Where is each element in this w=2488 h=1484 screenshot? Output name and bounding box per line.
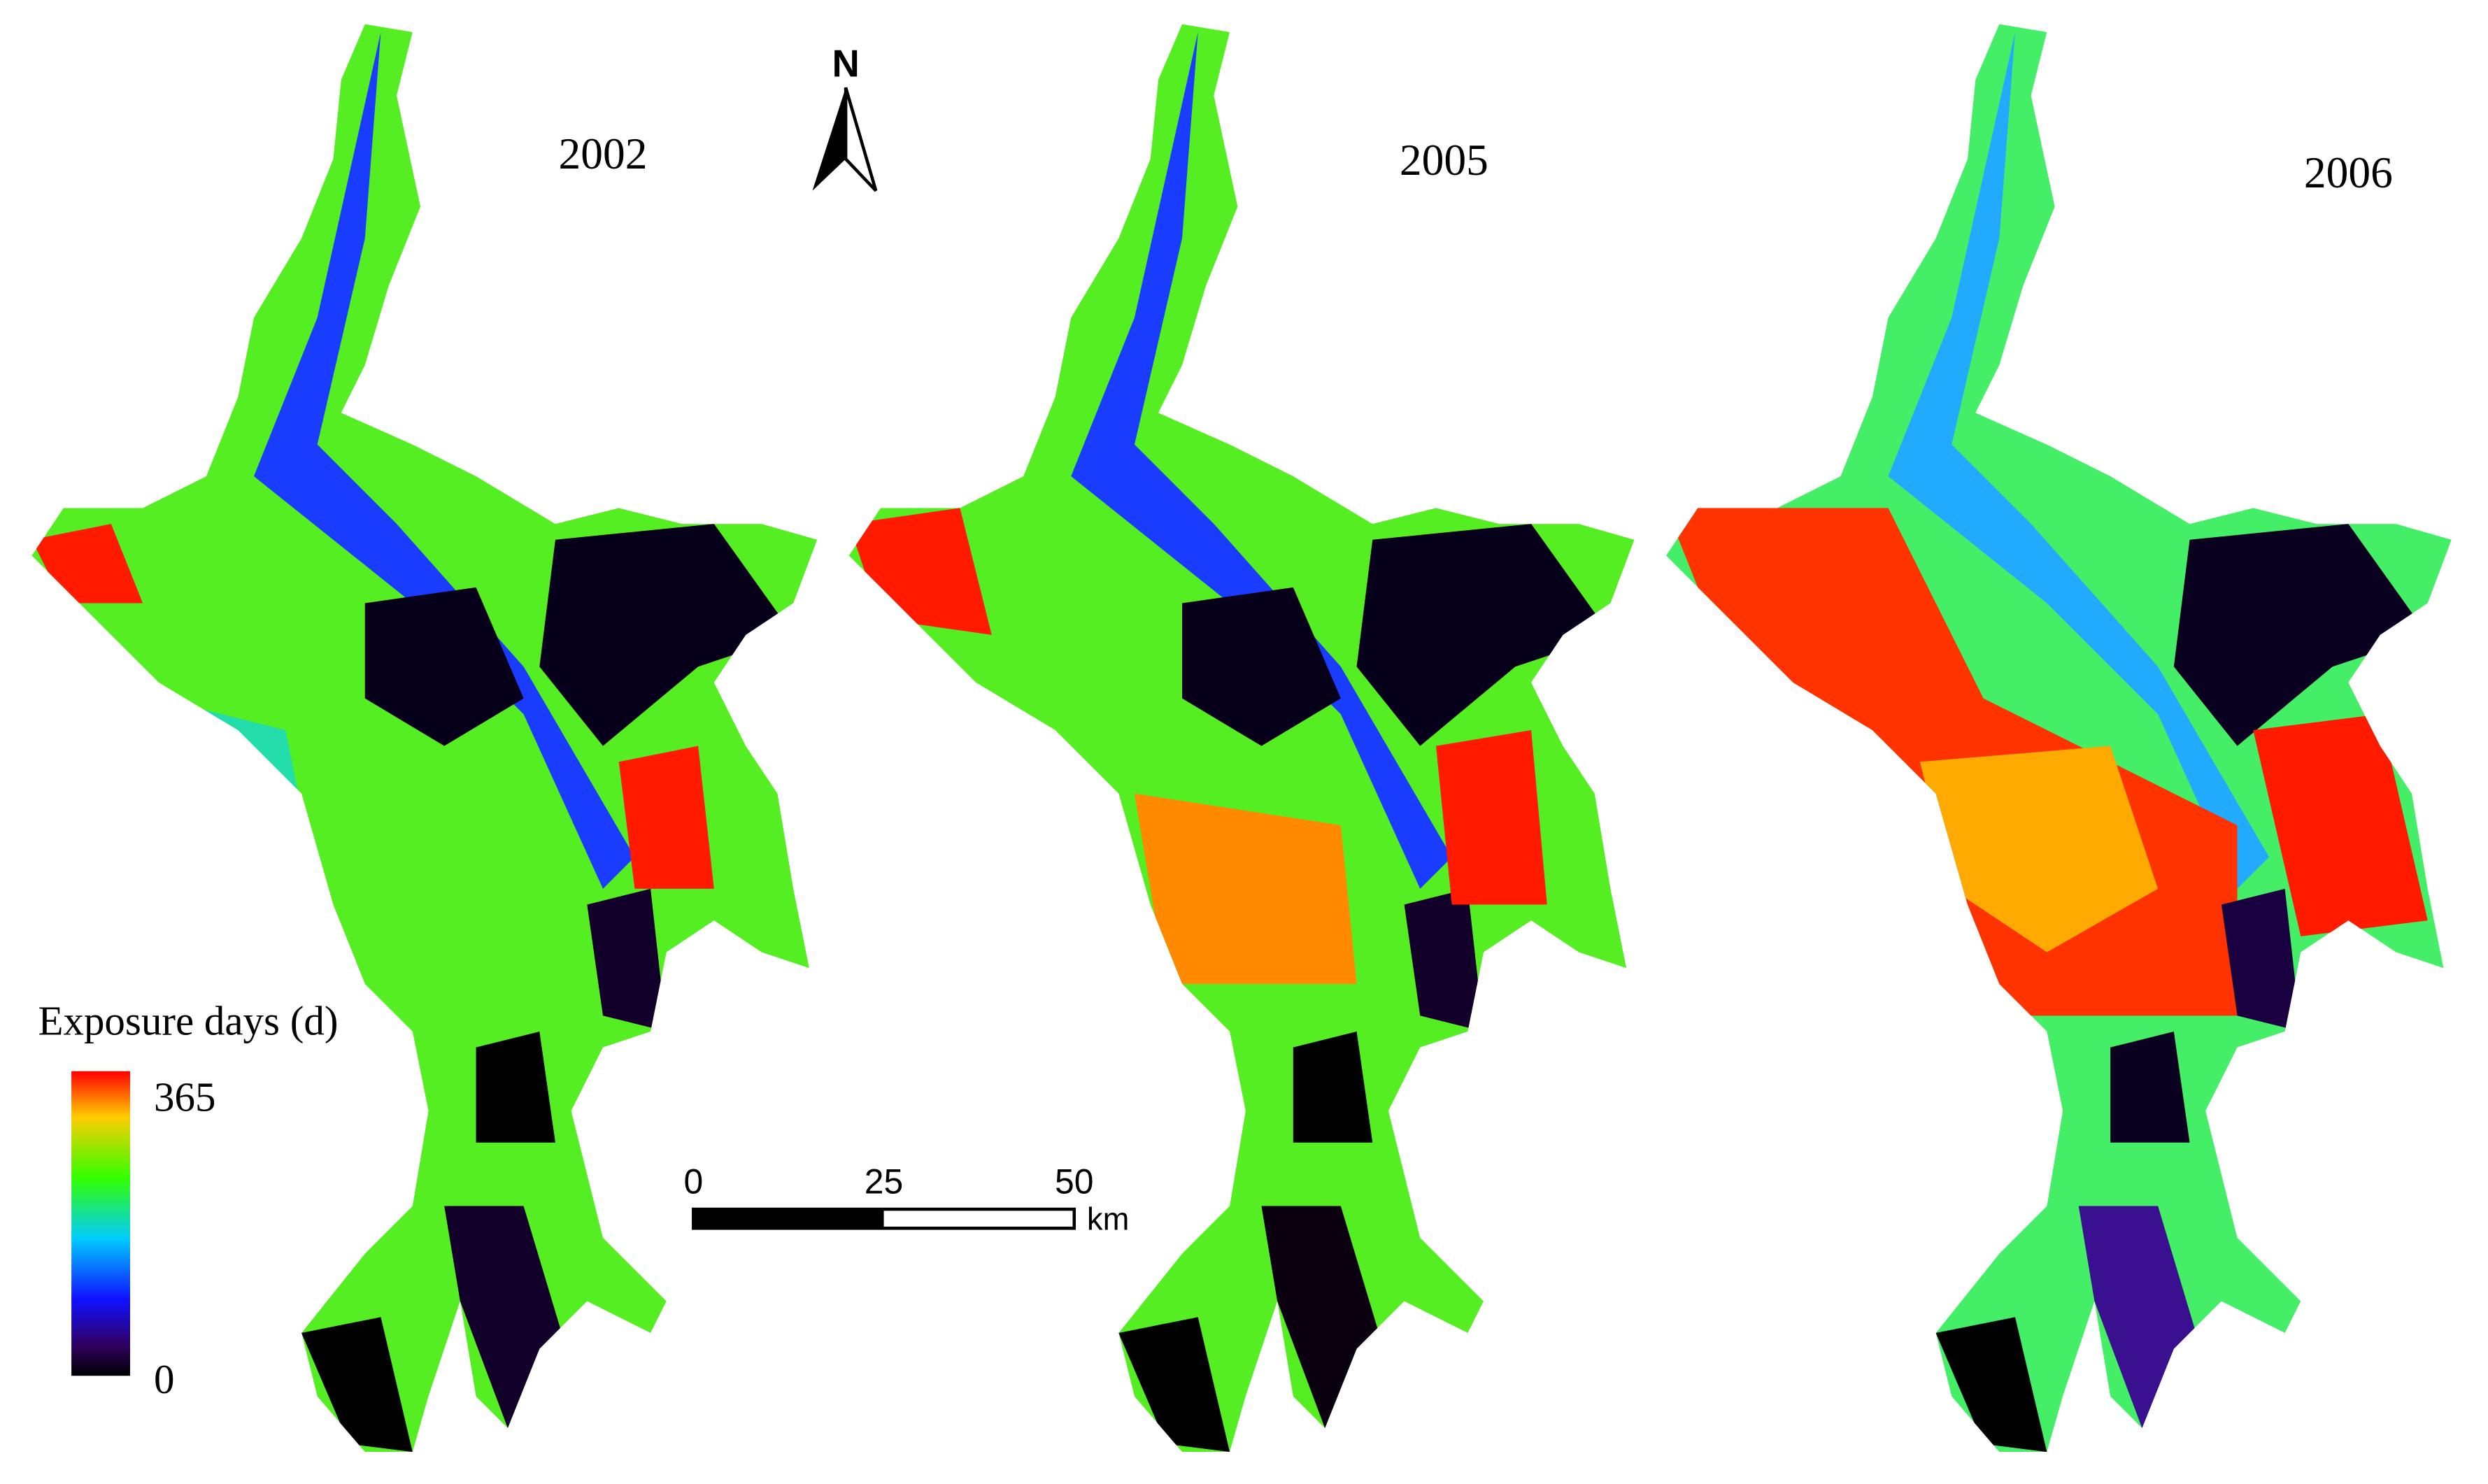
color-ramp xyxy=(71,1071,131,1376)
north-arrow: N xyxy=(812,42,878,192)
legend-title: Exposure days (d) xyxy=(38,998,338,1044)
map-panel xyxy=(1665,24,2452,1453)
panel-year: 2002 xyxy=(559,129,648,178)
panel-year: 2005 xyxy=(1400,135,1488,185)
panel-year: 2006 xyxy=(2304,148,2393,197)
scale-tick-label: 50 xyxy=(1055,1162,1094,1201)
legend-max: 365 xyxy=(154,1073,215,1120)
scale-tick-label: 25 xyxy=(865,1162,904,1201)
legend-min: 0 xyxy=(154,1356,174,1402)
map-panel xyxy=(31,24,818,1453)
scale-bar: km 0 25 50 xyxy=(683,1162,1129,1236)
scale-unit: km xyxy=(1087,1201,1129,1237)
scale-tick-label: 0 xyxy=(683,1162,703,1201)
north-label: N xyxy=(832,42,859,85)
legend: Exposure days (d) 365 0 xyxy=(38,998,338,1403)
map-panel xyxy=(848,24,1635,1453)
